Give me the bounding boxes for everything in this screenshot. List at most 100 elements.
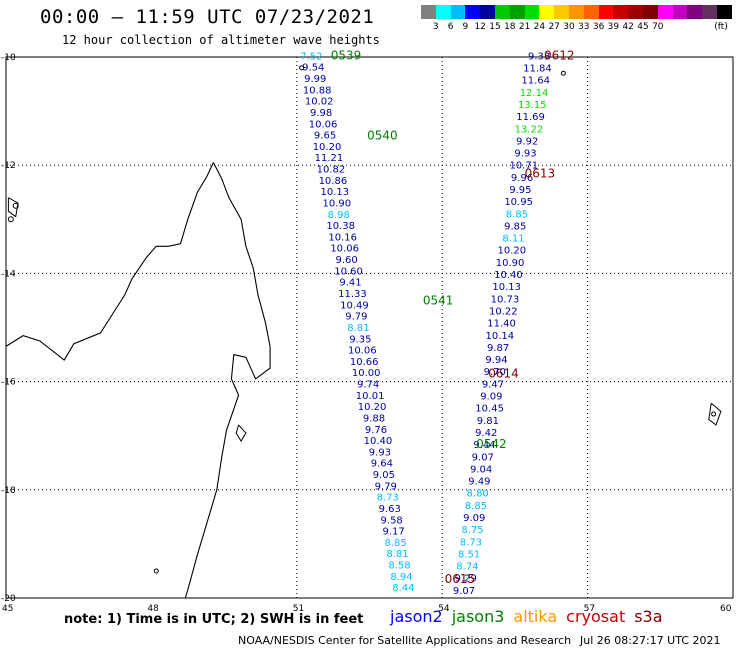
footer-note: note: 1) Time is in UTC; 2) SWH is in fe… (64, 612, 364, 627)
legend-swatch (465, 5, 481, 19)
longitude-label: 48 (147, 604, 159, 614)
swh-value: 9.96 (511, 173, 533, 184)
island (711, 411, 717, 417)
legend-swatch (495, 5, 510, 19)
swh-value: 9.99 (304, 74, 326, 85)
swh-value: 9.07 (472, 452, 494, 463)
legend-swatch (569, 5, 584, 19)
map-border (5, 56, 734, 599)
legend-swatch (480, 5, 495, 19)
latitude-label: -16 (1, 378, 16, 388)
west-coast (5, 162, 214, 361)
swh-value: 13.22 (515, 124, 544, 135)
swh-value: 11.64 (521, 76, 550, 87)
swh-value: 9.09 (463, 513, 485, 524)
swh-value: 10.45 (475, 404, 504, 415)
swh-value: 9.81 (477, 416, 499, 427)
swh-value: 9.63 (379, 504, 401, 515)
swh-value: 10.13 (321, 187, 350, 198)
swh-value: 8.94 (390, 572, 412, 583)
swh-value: 8.44 (392, 583, 414, 594)
legend-tick-label: 45 (637, 22, 649, 32)
island (235, 424, 247, 443)
swh-value: 9.76 (365, 425, 387, 436)
longitude-label: 60 (720, 604, 732, 614)
satellite-legend-item: jason2 (390, 607, 443, 626)
legend-swatch (687, 5, 703, 19)
legend-swatch (450, 5, 466, 19)
credit-text: NOAA/NESDIS Center for Satellite Applica… (238, 634, 572, 647)
swh-value: 9.44 (473, 440, 495, 451)
legend-swatch (717, 5, 732, 19)
swh-value: 10.95 (504, 197, 533, 208)
legend-tick-label: 6 (447, 22, 454, 32)
swh-value: 9.42 (475, 428, 497, 439)
longitude-label: 51 (293, 604, 304, 614)
legend-swatch (421, 5, 436, 19)
legend-tick-label: 24 (533, 22, 546, 32)
time-label: 0539 (331, 48, 362, 62)
swh-value: 10.88 (303, 85, 332, 96)
page-title: 00:00 – 11:59 UTC 07/23/2021 (40, 6, 375, 28)
swh-value: 10.20 (497, 246, 526, 257)
swh-value: 8.81 (386, 549, 408, 560)
time-label: 0615 (445, 572, 476, 586)
swh-value: 10.38 (326, 221, 355, 232)
swh-value: 8.73 (460, 537, 482, 548)
generated-timestamp: Jul 26 08:27:17 UTC 2021 (580, 634, 721, 647)
legend-swatch (524, 5, 540, 19)
swh-value: 10.06 (309, 119, 338, 130)
legend-tick-label: 3 (432, 22, 439, 32)
swh-value: 9.85 (504, 221, 526, 232)
longitude-label: 57 (584, 604, 595, 614)
swh-value: 9.64 (371, 459, 393, 470)
swh-value: 10.60 (334, 266, 363, 277)
legend-swatch (613, 5, 629, 19)
swh-value: 9.87 (487, 343, 509, 354)
swh-value: 11.33 (338, 289, 367, 300)
swh-value: 8.98 (328, 210, 350, 221)
swh-value: 9.05 (373, 470, 395, 481)
time-label: 0542 (476, 437, 507, 451)
swh-value: 8.80 (467, 489, 489, 500)
swh-value: 9.74 (357, 380, 379, 391)
swh-value: 12.14 (520, 88, 549, 99)
latitude-label: -14 (1, 269, 16, 279)
swh-value: 8.85 (506, 209, 528, 220)
east-coast (184, 162, 271, 599)
island (560, 70, 566, 76)
island (12, 202, 19, 209)
swh-value: 9.60 (335, 255, 357, 266)
island (7, 216, 14, 223)
swh-value: 8.81 (347, 323, 369, 334)
legend-tick-label: 18 (504, 22, 516, 32)
time-labels: 0539 0540 0541 0542 0612 0613 0614 0615 (331, 48, 575, 586)
swh-value: 10.40 (494, 270, 523, 281)
swh-value: 10.20 (358, 402, 387, 413)
legend-tick-label: (ft) (714, 22, 728, 32)
swh-value: 9.49 (468, 477, 490, 488)
satellite-legend-item: cryosat (566, 607, 626, 626)
satellite-legend: jason2 jason3 altika cryosat s3a (390, 607, 672, 626)
swh-value: 9.79 (345, 312, 367, 323)
legend-tick-label: 30 (563, 22, 575, 32)
legend-tick-label: 21 (518, 22, 531, 32)
swh-value: 10.73 (491, 294, 520, 305)
swh-value: 9.54 (302, 63, 324, 74)
satellite-tracks: 7.529.549.9910.8810.029.9810.069.6510.20… (300, 51, 552, 597)
swh-value: 9.58 (381, 515, 403, 526)
legend-swatch (554, 5, 569, 19)
legend-swatch (583, 5, 599, 19)
island (299, 65, 305, 71)
swh-value: 11.84 (523, 64, 552, 75)
swh-value: 10.66 (350, 357, 379, 368)
time-label: 0613 (525, 166, 556, 180)
legend-swatch (657, 5, 673, 19)
legend-tick-label: 27 (548, 22, 560, 32)
latitude-label: -10 (1, 53, 16, 63)
color-scale-legend: 3 6 9 12 15 18 21 24 27 30 33 36 39 42 45 70 (ft) (421, 5, 733, 35)
legend-swatch (702, 5, 717, 19)
swh-value: 9.09 (480, 392, 502, 403)
swh-value: 9.93 (514, 149, 536, 160)
